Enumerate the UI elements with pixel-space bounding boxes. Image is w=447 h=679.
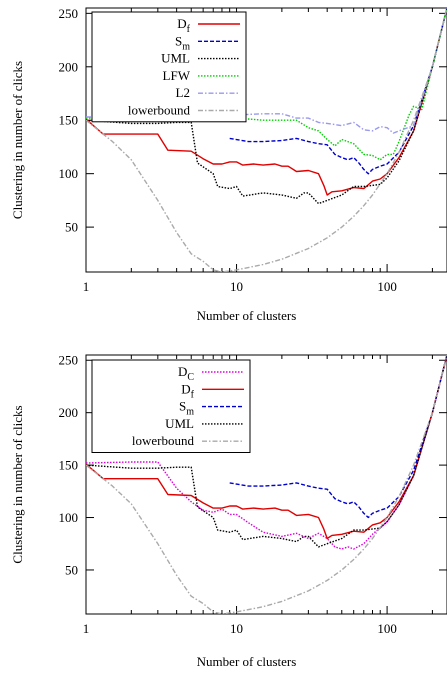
x-tick-label: 1 bbox=[83, 279, 90, 294]
y-tick-label: 200 bbox=[59, 59, 79, 74]
legend-label-Sm: Sm bbox=[179, 399, 194, 418]
x-axis-title: Number of clusters bbox=[197, 654, 297, 669]
legend-label-lowerbound: lowerbound bbox=[132, 433, 195, 448]
series-line-Sm bbox=[229, 355, 447, 519]
y-axis-title: Clustering in number of clicks bbox=[10, 61, 25, 219]
series-line-lowerbound bbox=[86, 8, 447, 272]
legend-label-sub: C bbox=[187, 372, 194, 383]
legend-label-main: D bbox=[177, 16, 186, 31]
legend-label-main: D bbox=[181, 381, 190, 396]
y-tick-label: 250 bbox=[59, 353, 79, 368]
legend-label-main: S bbox=[179, 399, 186, 414]
legend-label-main: UML bbox=[161, 51, 190, 66]
plot-frame bbox=[85, 354, 447, 615]
y-axis-title: Clustering in number of clicks bbox=[10, 405, 25, 563]
legend-label-sub: f bbox=[187, 24, 191, 35]
legend-label-sub: m bbox=[186, 407, 194, 418]
legend-label-Df: Df bbox=[181, 381, 194, 400]
series-line-Df bbox=[86, 8, 447, 196]
y-tick-label: 50 bbox=[65, 220, 78, 235]
legend-label-LFW: LFW bbox=[163, 68, 191, 83]
series-line-UML bbox=[86, 8, 447, 205]
series-line-Df bbox=[86, 355, 447, 540]
legend-label-Df: Df bbox=[177, 16, 190, 35]
legend-label-L2: L2 bbox=[176, 85, 190, 100]
series-line-lowerbound bbox=[86, 355, 447, 614]
plot-frame bbox=[85, 7, 447, 273]
legend-label-main: lowerbound bbox=[132, 433, 195, 448]
series-line-Sm bbox=[229, 8, 447, 175]
x-tick-label: 100 bbox=[377, 279, 397, 294]
legend-label-main: L2 bbox=[176, 85, 190, 100]
x-tick-label: 10 bbox=[230, 279, 243, 294]
y-tick-label: 150 bbox=[59, 113, 79, 128]
legend-label-sub: f bbox=[191, 389, 195, 400]
y-tick-label: 250 bbox=[59, 6, 79, 21]
chart-panel-1: 1 10 100 50 100 150 200 250 Number of clusters Cl… bbox=[10, 6, 447, 323]
legend-label-main: D bbox=[178, 364, 187, 379]
legend-label-main: UML bbox=[165, 416, 194, 431]
y-tick-label: 100 bbox=[59, 510, 79, 525]
chart-panel-2: 1 10 100 50 100 150 200 250 Number of clusters Cl… bbox=[10, 353, 447, 669]
legend-label-main: LFW bbox=[163, 68, 191, 83]
legend-label-DC: DC bbox=[178, 364, 194, 383]
x-tick-label: 10 bbox=[230, 621, 243, 636]
legend-label-sub: m bbox=[182, 41, 190, 52]
x-tick-label: 100 bbox=[377, 621, 397, 636]
series-group bbox=[86, 355, 447, 614]
x-axis-title: Number of clusters bbox=[197, 308, 297, 323]
legend-box bbox=[91, 359, 251, 453]
legend-label-UML: UML bbox=[165, 416, 194, 431]
y-tick-label: 200 bbox=[59, 405, 79, 420]
x-tick-label: 1 bbox=[83, 621, 90, 636]
legend-label-UML: UML bbox=[161, 51, 190, 66]
legend-label-main: lowerbound bbox=[128, 103, 191, 118]
y-tick-label: 50 bbox=[65, 562, 78, 577]
legend-label-lowerbound: lowerbound bbox=[128, 103, 191, 118]
legend-label-Sm: Sm bbox=[175, 33, 190, 52]
legend-label-main: S bbox=[175, 33, 182, 48]
y-tick-label: 150 bbox=[59, 458, 79, 473]
legend-box bbox=[91, 11, 247, 123]
series-line-UML bbox=[86, 355, 447, 548]
y-tick-label: 100 bbox=[59, 166, 79, 181]
